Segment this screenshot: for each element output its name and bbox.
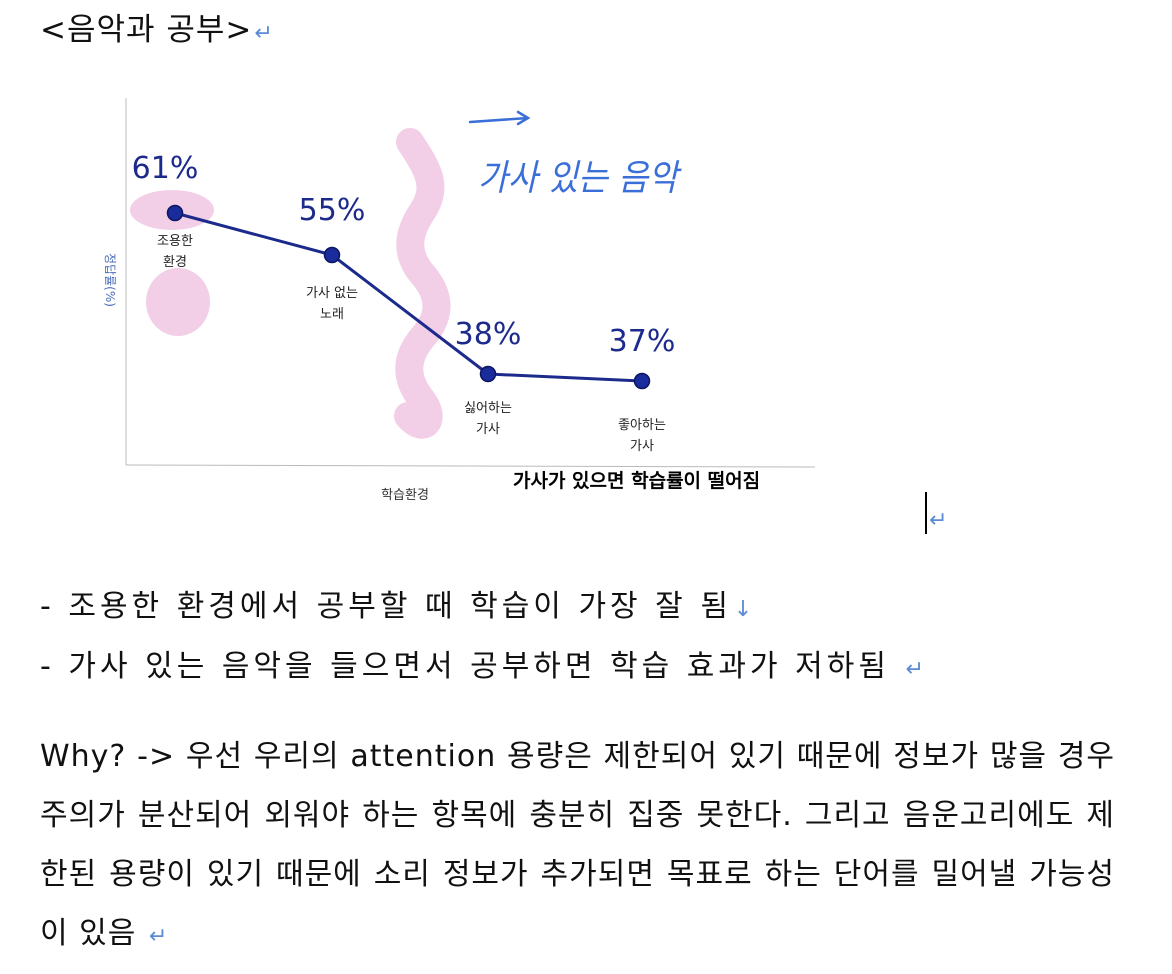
category-label: 조용한 [157,234,193,249]
arrow-right-icon [468,110,531,126]
paragraph-mark: ↵ [929,508,948,533]
decorations [130,110,531,439]
page-heading: <음악과 공부>↵ [40,4,274,49]
category-label: 환경 [163,255,187,270]
category-label: 노래 [320,307,344,322]
x-axis-line [125,464,816,468]
paragraph-mark: ↵ [254,21,274,46]
data-point [479,365,497,383]
data-point [166,204,184,222]
y-axis-label: 정답률(%) [103,253,117,307]
bullet-text: - 가사 있는 음악을 들으면서 공부하면 학습 효과가 저하됨 [40,649,890,684]
explanation-paragraph: Why? -> 우선 우리의 attention 용량은 제한되어 있기 때문에… [40,727,1115,966]
data-point [633,372,651,390]
bullet-item: - 가사 있는 음악을 들으면서 공부하면 학습 효과가 저하됨 ↵ [40,641,928,685]
paragraph-mark: ↵ [905,657,928,682]
chart-image: 정답률(%) 학습환경 61% 55% 38% 37% 조용한 환경 가사 없는 노래 싫어하는 가사… [70,80,860,520]
data-label: 37% [609,324,676,359]
series-group [166,204,651,390]
text-cursor [925,492,927,534]
chart-caption: 가사가 있으면 학습률이 떨어짐 [513,470,760,492]
data-label: 61% [132,151,199,186]
wavy-highlight-stroke [394,128,451,439]
x-axis-label: 학습환경 [381,488,429,503]
paragraph-text: Why? -> 우선 우리의 attention 용량은 제한되어 있기 때문에… [40,739,1115,951]
category-label: 좋아하는 [618,418,666,433]
data-point [323,246,341,264]
heading-text: <음악과 공부> [40,12,253,48]
series-line [174,211,643,383]
line-break-mark: ↓ [733,597,757,622]
category-highlight-blob [146,268,210,336]
paragraph-mark: ↵ [148,924,169,949]
data-label: 55% [299,193,366,228]
bullet-text: - 조용한 환경에서 공부할 때 학습이 가장 잘 됨 [40,589,732,624]
bullet-item: - 조용한 환경에서 공부할 때 학습이 가장 잘 됨↓ [40,581,756,625]
handwritten-annotation: 가사 있는 음악 [478,158,682,199]
category-label: 싫어하는 [464,401,512,416]
category-label: 가사 [630,439,654,454]
axes [125,98,816,468]
category-label: 가사 없는 [306,286,358,301]
category-label: 가사 [476,422,500,437]
data-label: 38% [455,317,522,352]
